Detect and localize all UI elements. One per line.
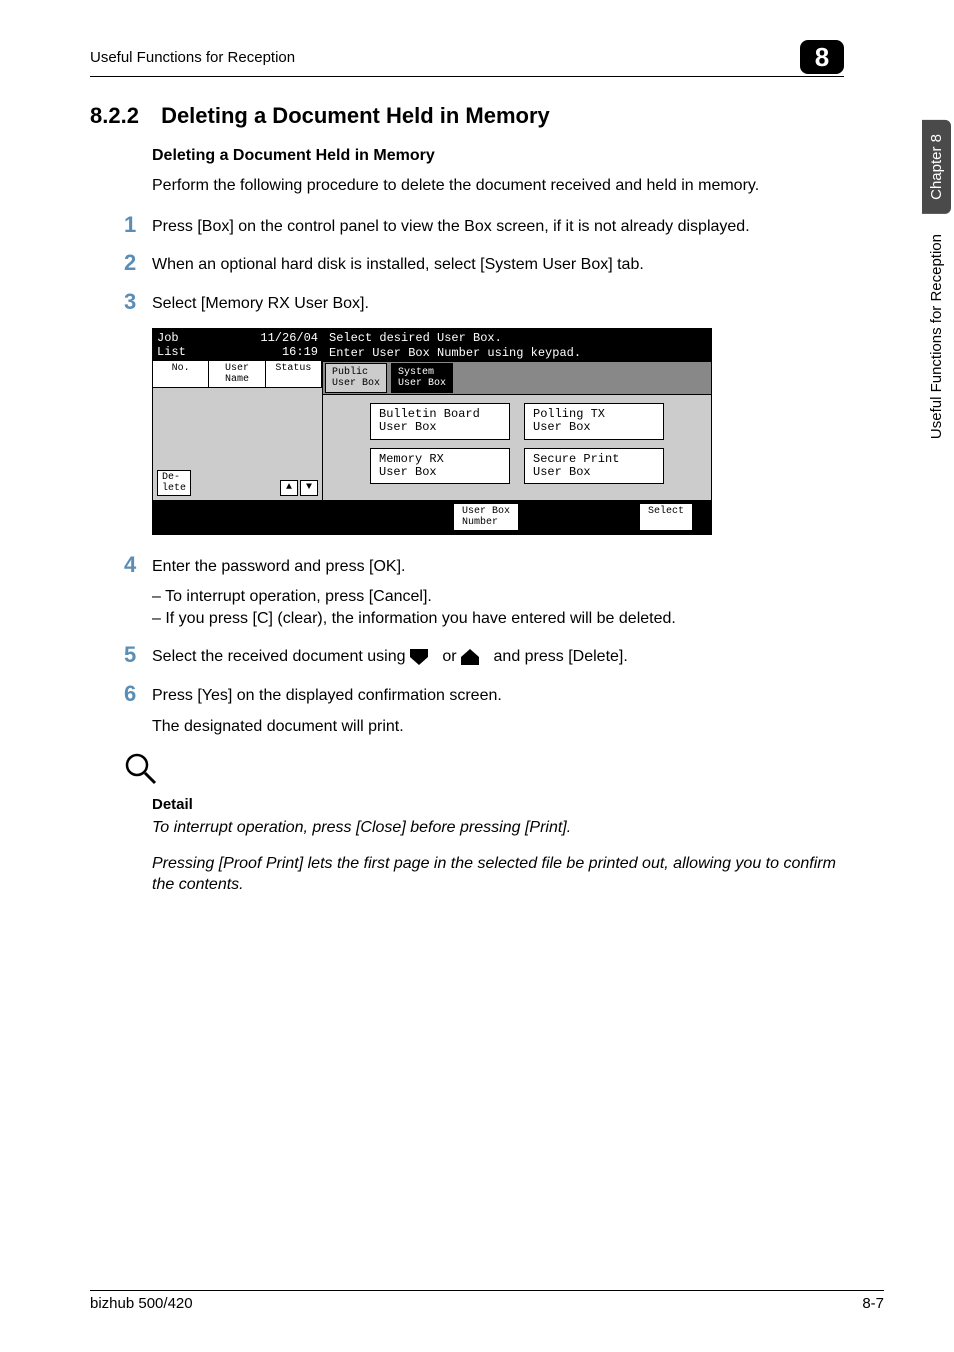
- detail-heading: Detail: [152, 796, 844, 813]
- running-head: Useful Functions for Reception 8: [90, 40, 844, 77]
- step-5: 5 Select the received document using or …: [124, 643, 844, 668]
- step-number: 4: [124, 553, 152, 629]
- step-result: The designated document will print.: [152, 718, 404, 735]
- job-list-label: Job List: [157, 331, 186, 359]
- lcd-screenshot: Job List 11/26/04 16:19 No. User Name St…: [152, 328, 712, 535]
- chapter-number-badge: 8: [800, 40, 844, 74]
- footer-right: 8-7: [862, 1295, 884, 1312]
- bulletin-board-button[interactable]: Bulletin Board User Box: [370, 403, 510, 439]
- step-body: Select the received document using or an…: [152, 643, 844, 668]
- step-number: 5: [124, 643, 152, 668]
- step-2: 2 When an optional hard disk is installe…: [124, 251, 844, 276]
- chapter-label-side: Useful Functions for Reception: [924, 224, 949, 449]
- step-text: Enter the password and press [OK].: [152, 558, 405, 575]
- step-1: 1 Press [Box] on the control panel to vi…: [124, 213, 844, 238]
- datetime-label: 11/26/04 16:19: [260, 331, 318, 359]
- memory-rx-button[interactable]: Memory RX User Box: [370, 448, 510, 484]
- step-3: 3 Select [Memory RX User Box].: [124, 290, 844, 315]
- col-user: User Name: [209, 361, 265, 387]
- col-status: Status: [266, 361, 322, 387]
- step-4: 4 Enter the password and press [OK]. – T…: [124, 553, 844, 629]
- step-number: 3: [124, 290, 152, 315]
- magnifier-icon: [124, 752, 844, 794]
- polling-tx-button[interactable]: Polling TX User Box: [524, 403, 664, 439]
- arrow-up-button[interactable]: ▲: [280, 480, 298, 496]
- section-number: 8.2.2: [90, 103, 139, 129]
- step-body: Press [Yes] on the displayed confirmatio…: [152, 682, 844, 738]
- step-body: When an optional hard disk is installed,…: [152, 251, 844, 276]
- tab-public-user-box[interactable]: Public User Box: [325, 363, 387, 393]
- delete-button[interactable]: De- lete: [157, 470, 191, 496]
- subsection-heading: Deleting a Document Held in Memory: [152, 147, 844, 165]
- step-6: 6 Press [Yes] on the displayed confirmat…: [124, 682, 844, 738]
- substep-b: – If you press [C] (clear), the informat…: [170, 608, 844, 630]
- step-number: 2: [124, 251, 152, 276]
- running-head-text: Useful Functions for Reception: [90, 49, 295, 66]
- tab-system-user-box[interactable]: System User Box: [391, 363, 453, 393]
- arrow-down-icon: [410, 649, 438, 665]
- step-text-c: and press [Delete].: [494, 648, 628, 665]
- arrow-up-icon: [461, 649, 489, 665]
- prompt-line-1: Select desired User Box.: [329, 331, 705, 345]
- user-box-number-button[interactable]: User Box Number: [453, 503, 519, 531]
- page-content: Useful Functions for Reception 8 8.2.2 D…: [0, 0, 954, 896]
- prompt-line-2: Enter User Box Number using keypad.: [329, 346, 705, 360]
- detail-paragraph-1: To interrupt operation, press [Close] be…: [152, 817, 844, 839]
- detail-paragraph-2: Pressing [Proof Print] lets the first pa…: [152, 853, 844, 896]
- side-tab: Chapter 8 Useful Functions for Reception: [918, 120, 954, 449]
- col-no: No.: [153, 361, 209, 387]
- section-heading: 8.2.2 Deleting a Document Held in Memory: [90, 103, 844, 129]
- section-title: Deleting a Document Held in Memory: [161, 103, 550, 128]
- substep-a: – To interrupt operation, press [Cancel]…: [170, 586, 844, 608]
- step-body: Select [Memory RX User Box].: [152, 290, 844, 315]
- arrow-down-button[interactable]: ▼: [300, 480, 318, 496]
- step-text-a: Select the received document using: [152, 648, 410, 665]
- step-text: Press [Yes] on the displayed confirmatio…: [152, 687, 502, 704]
- page-footer: bizhub 500/420 8-7: [90, 1290, 884, 1312]
- step-number: 6: [124, 682, 152, 738]
- intro-paragraph: Perform the following procedure to delet…: [152, 175, 844, 197]
- step-number: 1: [124, 213, 152, 238]
- step-body: Press [Box] on the control panel to view…: [152, 213, 844, 238]
- step-text-b: or: [442, 648, 461, 665]
- step-body: Enter the password and press [OK]. – To …: [152, 553, 844, 629]
- select-button[interactable]: Select: [639, 503, 693, 531]
- footer-left: bizhub 500/420: [90, 1295, 193, 1312]
- secure-print-button[interactable]: Secure Print User Box: [524, 448, 664, 484]
- chapter-badge-side: Chapter 8: [922, 120, 951, 214]
